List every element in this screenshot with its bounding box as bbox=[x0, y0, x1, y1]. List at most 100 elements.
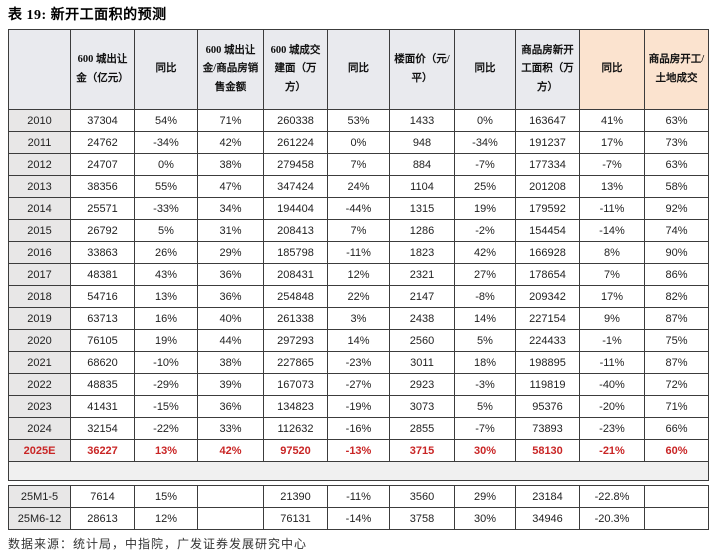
table-cell: 8% bbox=[579, 241, 645, 264]
table-cell: 95376 bbox=[515, 395, 580, 418]
sub-period-table-body: 25M1-5 7614 15% 21390 -11% 3560 29% 23184 -22.8%… bbox=[8, 485, 709, 530]
table-cell: 14% bbox=[327, 329, 390, 352]
table-row: 2020 76105 19% 44% 297293 14% 2560 5% 224433 -1% 7… bbox=[8, 329, 709, 352]
table-row: 2022 48835 -29% 39% 167073 -27% 2923 -3% 119819-… bbox=[8, 373, 709, 396]
table-cell: -19% bbox=[327, 395, 390, 418]
table-cell: 48381 bbox=[70, 263, 135, 286]
table-cell: 53% bbox=[327, 109, 390, 132]
table-cell: 7% bbox=[327, 153, 390, 176]
table-cell: -16% bbox=[327, 417, 390, 440]
table-cell: 17% bbox=[579, 285, 645, 308]
table-cell bbox=[644, 507, 709, 530]
table-cell: 71% bbox=[197, 109, 264, 132]
table-cell: 0% bbox=[327, 131, 390, 154]
table-cell: 63% bbox=[644, 109, 709, 132]
table-cell: 72% bbox=[644, 373, 709, 396]
table-cell: 48835 bbox=[70, 373, 135, 396]
table-row: 25M1-5 7614 15% 21390 -11% 3560 29% 23184 -22.8% bbox=[8, 485, 709, 508]
table-cell: 86% bbox=[644, 263, 709, 286]
table-cell: 34% bbox=[197, 197, 264, 220]
table-cell: 28613 bbox=[70, 507, 135, 530]
forecast-table: 600 城出让金（亿元） 同比 600 城出让金/商品房销售金额 600 城成交建面（… bbox=[8, 29, 709, 481]
table-row: 2019 63713 16% 40% 261338 3% 2438 14% 227154 9% 87… bbox=[8, 307, 709, 330]
column-header: 楼面价（元/平） bbox=[389, 29, 455, 110]
table-cell: 13% bbox=[134, 439, 198, 462]
row-label: 2016 bbox=[8, 241, 71, 264]
row-label: 2019 bbox=[8, 307, 71, 330]
table-cell: 21390 bbox=[263, 485, 328, 508]
table-row: 25M6-12 28613 12% 76131 -14% 3758 30% 34946 -20.… bbox=[8, 507, 709, 530]
column-header: 同比 bbox=[134, 29, 198, 110]
table-cell: 19% bbox=[454, 197, 516, 220]
table-cell: 178654 bbox=[515, 263, 580, 286]
table-cell: -14% bbox=[327, 507, 390, 530]
table-cell: -22.8% bbox=[579, 485, 645, 508]
table-cell: 47% bbox=[197, 175, 264, 198]
table-cell: 261224 bbox=[263, 131, 328, 154]
table-cell: 134823 bbox=[263, 395, 328, 418]
table-cell: 1315 bbox=[389, 197, 455, 220]
table-cell: -34% bbox=[134, 131, 198, 154]
table-cell: 60% bbox=[644, 439, 709, 462]
table-cell: -2% bbox=[454, 219, 516, 242]
table-cell: 73% bbox=[644, 131, 709, 154]
row-label: 25M1-5 bbox=[8, 485, 71, 508]
table-cell: 76131 bbox=[263, 507, 328, 530]
table-cell: 32154 bbox=[70, 417, 135, 440]
table-cell: 5% bbox=[454, 329, 516, 352]
table-cell: 177334 bbox=[515, 153, 580, 176]
table-cell: 297293 bbox=[263, 329, 328, 352]
table-cell: 38% bbox=[197, 153, 264, 176]
table-cell: 71% bbox=[644, 395, 709, 418]
table-cell: 36227 bbox=[70, 439, 135, 462]
row-label: 25M6-12 bbox=[8, 507, 71, 530]
table-cell: 68620 bbox=[70, 351, 135, 374]
column-header: 600 城出让金（亿元） bbox=[70, 29, 135, 110]
column-header: 商品房新开工面积（万方） bbox=[515, 29, 580, 110]
table-cell: 179592 bbox=[515, 197, 580, 220]
table-cell: 58% bbox=[644, 175, 709, 198]
table-row: 2011 24762 -34% 42% 261224 0% 948 -34% 191237 17%… bbox=[8, 131, 709, 154]
table-cell: 43% bbox=[134, 263, 198, 286]
column-header: 600 城成交建面（万方） bbox=[263, 29, 328, 110]
table-cell: 3560 bbox=[389, 485, 455, 508]
table-cell: 29% bbox=[454, 485, 516, 508]
table-cell bbox=[197, 507, 264, 530]
table-cell: 884 bbox=[389, 153, 455, 176]
table-cell: 2560 bbox=[389, 329, 455, 352]
table-cell: 3% bbox=[327, 307, 390, 330]
table-cell: -29% bbox=[134, 373, 198, 396]
table-cell: 34946 bbox=[515, 507, 580, 530]
table-cell: 1433 bbox=[389, 109, 455, 132]
table-cell: 12% bbox=[327, 263, 390, 286]
table-cell: -15% bbox=[134, 395, 198, 418]
table-cell: 261338 bbox=[263, 307, 328, 330]
table-cell: -23% bbox=[579, 417, 645, 440]
table-cell bbox=[644, 485, 709, 508]
table-cell: 7614 bbox=[70, 485, 135, 508]
table-cell: 82% bbox=[644, 285, 709, 308]
table-cell: 92% bbox=[644, 197, 709, 220]
header-row: 600 城出让金（亿元） 同比 600 城出让金/商品房销售金额 600 城成交建面（… bbox=[8, 29, 709, 110]
table-cell: 36% bbox=[197, 395, 264, 418]
table-cell: 25571 bbox=[70, 197, 135, 220]
table-cell: 24762 bbox=[70, 131, 135, 154]
row-label: 2012 bbox=[8, 153, 71, 176]
table-row: 2017 48381 43% 36% 208431 12% 2321 27% 178654 7% 8… bbox=[8, 263, 709, 286]
table-cell: 3758 bbox=[389, 507, 455, 530]
table-row: 2013 38356 55% 47% 347424 24% 1104 25% 201208 13%… bbox=[8, 175, 709, 198]
table-cell: 66% bbox=[644, 417, 709, 440]
table-row: 2025E 36227 13% 42% 97520 -13% 3715 30% 58130 -21… bbox=[8, 439, 709, 462]
data-source: 数据来源：统计局，中指院，广发证券发展研究中心 bbox=[8, 537, 308, 551]
table-cell: 39% bbox=[197, 373, 264, 396]
column-header bbox=[8, 29, 71, 110]
table-cell: 14% bbox=[454, 307, 516, 330]
table-cell: 33% bbox=[197, 417, 264, 440]
table-cell: 15% bbox=[134, 485, 198, 508]
table-cell: -10% bbox=[134, 351, 198, 374]
table-cell: 36% bbox=[197, 263, 264, 286]
table-cell: 23184 bbox=[515, 485, 580, 508]
table-cell: 54% bbox=[134, 109, 198, 132]
table-cell: 208431 bbox=[263, 263, 328, 286]
table-cell: 33863 bbox=[70, 241, 135, 264]
